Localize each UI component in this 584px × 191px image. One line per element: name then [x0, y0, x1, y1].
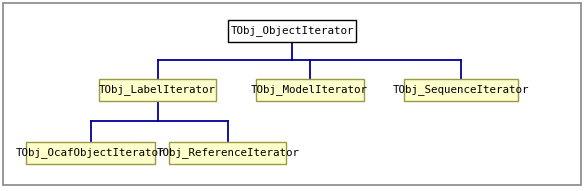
FancyBboxPatch shape — [26, 142, 155, 164]
FancyBboxPatch shape — [169, 142, 286, 164]
FancyBboxPatch shape — [404, 79, 518, 101]
Text: TObj_LabelIterator: TObj_LabelIterator — [99, 84, 216, 95]
Text: TObj_ModelIterator: TObj_ModelIterator — [251, 84, 368, 95]
FancyBboxPatch shape — [228, 20, 356, 42]
FancyBboxPatch shape — [256, 79, 363, 101]
Text: TObj_SequenceIterator: TObj_SequenceIterator — [393, 84, 530, 95]
Text: TObj_ObjectIterator: TObj_ObjectIterator — [230, 25, 354, 36]
Text: TObj_ReferenceIterator: TObj_ReferenceIterator — [157, 147, 299, 158]
FancyBboxPatch shape — [99, 79, 216, 101]
Text: TObj_OcafObjectIterator: TObj_OcafObjectIterator — [16, 147, 165, 158]
